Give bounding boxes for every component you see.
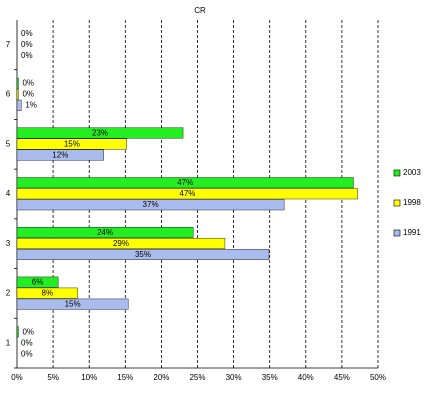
x-tick-label: 10% (81, 373, 97, 382)
bar (16, 199, 285, 211)
value-label: 0% (22, 79, 34, 88)
bar (16, 298, 129, 310)
bar (16, 227, 194, 238)
x-tick-label: 30% (226, 373, 242, 382)
bar (16, 77, 19, 89)
y-tick-label: 4 (6, 189, 11, 198)
bar (16, 326, 19, 338)
y-tick-label: 3 (6, 239, 11, 248)
x-tick-label: 15% (117, 373, 133, 382)
bar (16, 249, 270, 260)
chart-title: CR (194, 6, 206, 15)
value-label: 15% (64, 139, 80, 148)
value-label: 0% (21, 29, 33, 38)
bar (16, 149, 104, 161)
bar (16, 276, 59, 288)
x-tick-label: 25% (189, 373, 205, 382)
x-tick-label: 50% (370, 373, 386, 382)
value-label: 0% (21, 349, 33, 358)
value-label: 47% (177, 178, 193, 187)
x-tick-label: 0% (11, 373, 23, 382)
value-label: 12% (52, 150, 68, 159)
x-tick-label: 40% (298, 373, 314, 382)
value-label: 1% (25, 101, 37, 110)
value-label: 6% (32, 278, 44, 287)
bar (16, 177, 354, 189)
bar (16, 99, 22, 111)
legend-swatch (393, 199, 401, 207)
value-label: 8% (42, 289, 54, 298)
y-tick-label: 2 (6, 289, 11, 298)
x-tick-label: 5% (47, 373, 59, 382)
value-label: 23% (92, 128, 108, 137)
y-tick-label: 7 (6, 40, 11, 49)
value-label: 0% (21, 51, 33, 60)
bar (16, 238, 226, 249)
value-label: 37% (143, 200, 159, 209)
bar (16, 127, 184, 139)
value-label: 0% (22, 327, 34, 336)
value-label: 0% (22, 90, 34, 99)
x-tick-label: 35% (262, 373, 278, 382)
value-label: 24% (97, 228, 113, 237)
y-tick-label: 1 (6, 338, 11, 347)
value-label: 47% (179, 189, 195, 198)
legend-label: 1991 (403, 228, 421, 237)
legend-swatch (393, 229, 401, 237)
value-label: 15% (65, 300, 81, 309)
bar (16, 88, 19, 100)
legend-label: 1998 (403, 198, 421, 207)
bar (16, 287, 78, 299)
value-label: 35% (135, 250, 151, 259)
x-tick-label: 20% (153, 373, 169, 382)
value-label: 0% (21, 338, 33, 347)
y-tick-label: 6 (6, 90, 11, 99)
y-tick-label: 5 (6, 139, 11, 148)
value-label: 0% (21, 40, 33, 49)
x-tick-label: 45% (334, 373, 350, 382)
value-label: 29% (113, 239, 129, 248)
bar (16, 188, 358, 200)
legend-label: 2003 (403, 168, 421, 177)
bar (16, 138, 127, 150)
legend-swatch (393, 169, 401, 177)
